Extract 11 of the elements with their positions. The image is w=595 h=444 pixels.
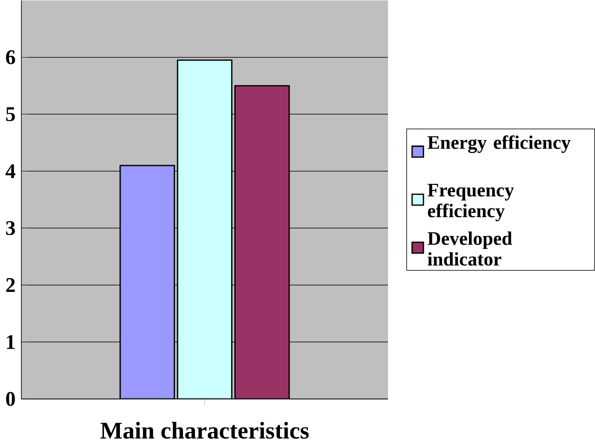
legend-label: Frequency efficiency	[428, 184, 514, 222]
legend-label: Energy efficiency	[428, 135, 571, 154]
y-tick-label: 2	[6, 278, 15, 292]
y-tick-label: 5	[6, 107, 15, 122]
y-tick-label: 3	[6, 221, 15, 236]
y-tick-label: 4	[6, 164, 16, 178]
legend-label: Developed indicator	[428, 231, 512, 266]
y-tick-label: 1	[6, 335, 15, 349]
x-axis-title: Main characteristics	[100, 422, 309, 439]
y-tick-label: 0	[6, 392, 15, 406]
y-tick-label: 6	[6, 50, 16, 64]
